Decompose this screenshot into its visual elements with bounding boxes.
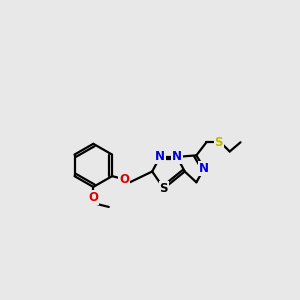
Text: N: N [155, 150, 165, 164]
Text: N: N [172, 150, 182, 164]
Text: S: S [160, 182, 168, 195]
Text: O: O [119, 173, 129, 186]
Text: O: O [88, 191, 98, 204]
Text: S: S [214, 136, 223, 149]
Text: N: N [199, 162, 209, 175]
